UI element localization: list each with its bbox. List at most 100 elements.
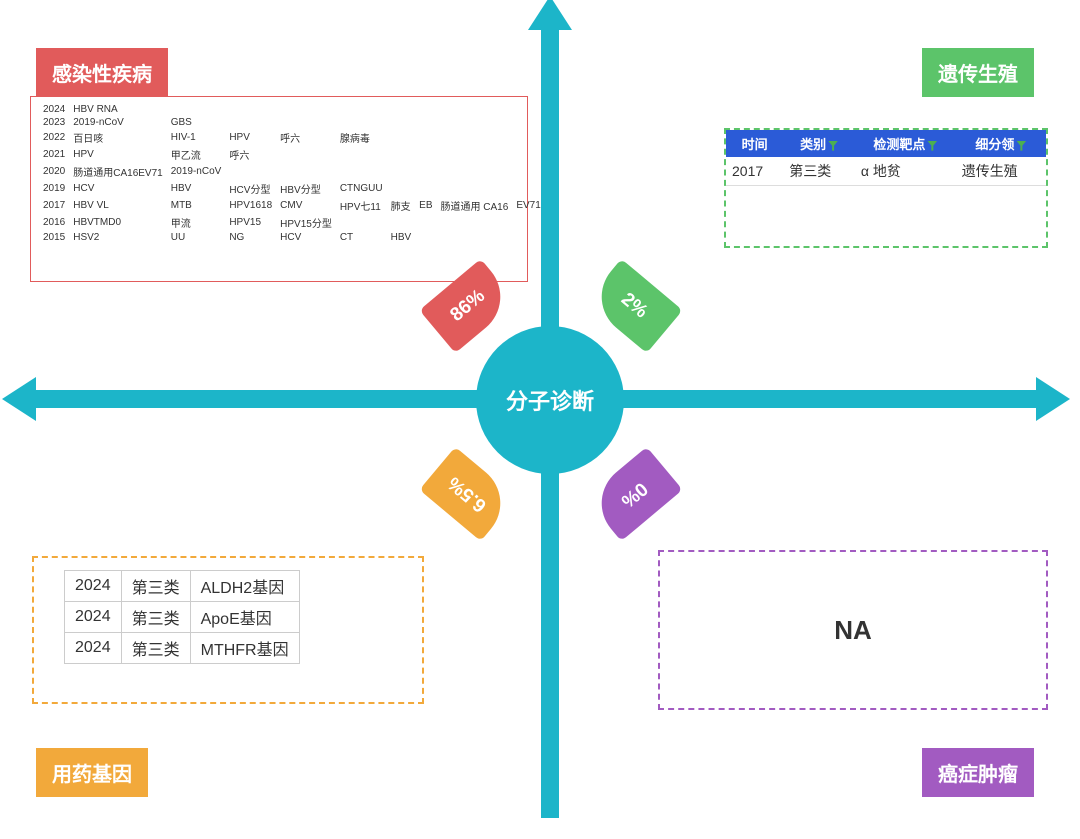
table-cell (437, 180, 513, 197)
table-cell: HPV (225, 129, 276, 146)
table-cell: ApoE基因 (190, 602, 299, 633)
table-cell (336, 103, 387, 116)
table-cell: HBV分型 (276, 180, 336, 197)
panel-cancer-content: NA (834, 615, 872, 646)
percent-tl: 86% (446, 285, 489, 326)
table-cell: 2015 (39, 231, 69, 244)
table-cell (387, 129, 416, 146)
table-cell (437, 116, 513, 129)
table-cell: 第三类 (783, 157, 855, 186)
table-cell: HPV15 (225, 214, 276, 231)
quadrant-title-br-text: 癌症肿瘤 (938, 764, 1018, 786)
table-cell: HIV-1 (167, 129, 226, 146)
table-cell (512, 180, 544, 197)
table-cell (512, 129, 544, 146)
table-cell: 呼六 (276, 129, 336, 146)
table-cell: 2021 (39, 146, 69, 163)
table-cell (415, 116, 436, 129)
table-cell: 2019 (39, 180, 69, 197)
table-cell (387, 163, 416, 180)
table-cell: HPV1618 (225, 197, 276, 214)
table-cell (276, 116, 336, 129)
table-cell: 2024 (65, 633, 122, 664)
table-cell (512, 214, 544, 231)
table-cell (336, 146, 387, 163)
table-cell (276, 163, 336, 180)
table-cell: 2024 (65, 571, 122, 602)
table-cell: UU (167, 231, 226, 244)
table-cell (336, 163, 387, 180)
table-cell: 肠道通用 CA16 (437, 197, 513, 214)
table-header: 类别 (783, 130, 855, 157)
percent-wedge-br: 0% (585, 447, 682, 541)
table-cell: 第三类 (121, 571, 190, 602)
table-cell: CTNGUU (336, 180, 387, 197)
table-cell: EB (415, 197, 436, 214)
table-cell: 呼六 (225, 146, 276, 163)
arrow-right-icon (1036, 377, 1070, 421)
quadrant-title-br: 癌症肿瘤 (922, 748, 1034, 797)
arrow-up-icon (528, 0, 572, 30)
center-label: 分子诊断 (506, 384, 594, 416)
panel-cancer: NA (658, 550, 1048, 710)
table-cell: HBV (167, 180, 226, 197)
table-cell: 肺支 (387, 197, 416, 214)
table-cell (336, 116, 387, 129)
quadrant-title-bl: 用药基因 (36, 748, 148, 797)
table-cell (512, 231, 544, 244)
table-cell (336, 214, 387, 231)
table-genetics: 时间类别检测靶点细分领2017第三类α 地贫遗传生殖 (726, 130, 1046, 186)
percent-wedge-tr: 2% (585, 259, 682, 353)
table-cell: HPV七11 (336, 197, 387, 214)
table-cell: 2019-nCoV (167, 163, 226, 180)
panel-infectious: 2024HBV RNA20232019-nCoVGBS2022百日咳HIV-1H… (30, 96, 528, 282)
table-cell (437, 103, 513, 116)
table-cell: 肠道通用CA16EV71 (69, 163, 166, 180)
quadrant-title-tr: 遗传生殖 (922, 48, 1034, 97)
table-cell (437, 231, 513, 244)
table-cell (415, 129, 436, 146)
table-cell (387, 103, 416, 116)
table-cell: EV71 (512, 197, 544, 214)
table-cell: MTB (167, 197, 226, 214)
table-cell (225, 103, 276, 116)
table-cell (415, 163, 436, 180)
table-cell (437, 146, 513, 163)
table-cell (415, 214, 436, 231)
center-node: 分子诊断 (476, 326, 624, 474)
filter-icon (828, 141, 838, 151)
table-cell (512, 103, 544, 116)
table-cell: NG (225, 231, 276, 244)
table-cell: 第三类 (121, 602, 190, 633)
quadrant-title-tl-text: 感染性疾病 (52, 64, 152, 86)
table-cell: HBV RNA (69, 103, 166, 116)
table-infectious: 2024HBV RNA20232019-nCoVGBS2022百日咳HIV-1H… (39, 103, 545, 244)
table-cell (437, 129, 513, 146)
table-cell: MTHFR基因 (190, 633, 299, 664)
table-header: 时间 (726, 130, 783, 157)
table-cell: 2024 (39, 103, 69, 116)
table-cell: HSV2 (69, 231, 166, 244)
table-cell: 2023 (39, 116, 69, 129)
table-cell: HPV (69, 146, 166, 163)
filter-icon (927, 141, 937, 151)
table-cell: 腺病毒 (336, 129, 387, 146)
table-cell (415, 180, 436, 197)
quadrant-title-tl: 感染性疾病 (36, 48, 168, 97)
table-cell (225, 116, 276, 129)
table-cell: 2016 (39, 214, 69, 231)
table-cell: 第三类 (121, 633, 190, 664)
table-cell: HBV VL (69, 197, 166, 214)
table-cell (387, 116, 416, 129)
table-cell (437, 163, 513, 180)
percent-tr: 2% (616, 289, 651, 324)
table-cell: HCV分型 (225, 180, 276, 197)
table-cell: HBVTMD0 (69, 214, 166, 231)
table-cell: 2017 (39, 197, 69, 214)
panel-pharma: 2024第三类ALDH2基因2024第三类ApoE基因2024第三类MTHFR基… (32, 556, 424, 704)
table-cell: CT (336, 231, 387, 244)
table-cell: HCV (276, 231, 336, 244)
percent-bl: 6.5% (444, 472, 491, 517)
table-cell: 遗传生殖 (956, 157, 1046, 186)
table-header: 检测靶点 (855, 130, 956, 157)
